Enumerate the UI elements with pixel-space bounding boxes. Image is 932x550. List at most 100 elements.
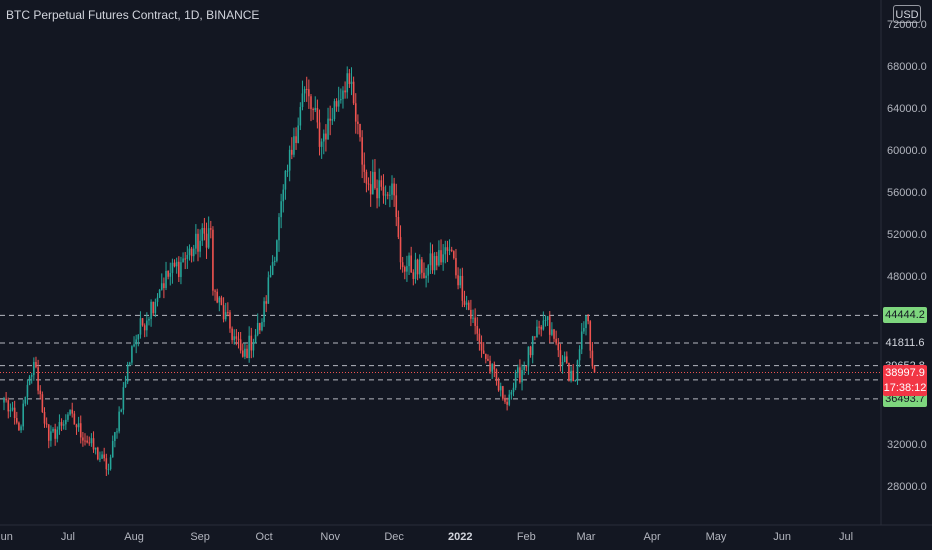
candle-body [37, 367, 39, 391]
candle-body [570, 370, 572, 381]
x-tick-label: Oct [255, 531, 273, 543]
candle-body [227, 312, 229, 314]
chart-title: BTC Perpetual Futures Contract, 1D, BINA… [6, 8, 260, 22]
candle [5, 392, 7, 403]
candle [591, 342, 594, 369]
candle-body [455, 258, 457, 276]
candle [372, 159, 374, 195]
candle [111, 435, 114, 458]
candle-body [222, 305, 225, 320]
candle-body [325, 133, 327, 140]
candle-body [534, 336, 536, 338]
candle [406, 255, 408, 282]
candle-body [69, 409, 71, 415]
candle [212, 226, 214, 296]
candle [380, 175, 383, 191]
candle-body [24, 397, 27, 404]
candle-body [269, 274, 272, 278]
candle [589, 320, 592, 359]
candle-body [480, 342, 483, 351]
candle-body [212, 229, 214, 291]
currency-badge[interactable]: USD [893, 5, 921, 23]
candle-body [188, 248, 191, 255]
candle [337, 86, 340, 112]
candle-body [397, 216, 400, 238]
candle [429, 242, 432, 275]
candle-body [18, 422, 20, 431]
candle-body [342, 90, 344, 100]
candle [126, 361, 129, 385]
candle [506, 397, 508, 411]
candle-body [369, 184, 372, 195]
candle [354, 93, 357, 134]
candle-body [578, 349, 581, 361]
candle-body [160, 283, 163, 290]
candle [88, 436, 91, 446]
candle [350, 67, 353, 96]
candle-body [22, 403, 24, 427]
candle-body [28, 376, 31, 385]
candle [105, 453, 108, 477]
candle [578, 345, 581, 368]
candle-body [103, 454, 105, 459]
candle-body [291, 149, 293, 155]
candle-body [485, 353, 487, 359]
candle-body [295, 136, 297, 143]
candle-body [476, 325, 479, 334]
candle [77, 416, 80, 432]
candle [124, 375, 127, 388]
candle-body [316, 108, 319, 123]
candle [18, 421, 20, 431]
candle [282, 184, 285, 213]
candle-body [497, 380, 500, 391]
candle [480, 335, 483, 358]
candle [171, 258, 174, 284]
candle-body [45, 423, 48, 425]
candle [54, 423, 56, 446]
candle [201, 223, 204, 246]
candle [395, 183, 398, 227]
candle [30, 372, 33, 384]
candle [235, 329, 238, 346]
candle-body [346, 73, 349, 93]
candle-body [99, 458, 101, 460]
candle-body [303, 89, 306, 94]
candle-body [114, 432, 116, 441]
x-tick-label: Feb [516, 531, 536, 543]
candle [267, 271, 270, 304]
candle [425, 267, 427, 288]
candle-body [568, 362, 570, 381]
candle-body [267, 277, 270, 304]
candle-body [43, 411, 46, 424]
candle [156, 293, 159, 307]
candle-body [365, 171, 368, 184]
candle [214, 289, 216, 301]
candle-body [576, 360, 579, 380]
candle [50, 425, 52, 447]
candle [141, 318, 144, 327]
candle-body [126, 364, 129, 382]
candle [207, 216, 210, 250]
candle-body [224, 312, 227, 320]
candle [342, 86, 344, 109]
candle [346, 66, 349, 99]
candle-body [77, 423, 80, 428]
candle-body [359, 123, 361, 138]
candle [502, 385, 504, 401]
candle-body [11, 407, 14, 410]
candle [329, 105, 331, 136]
candle-body [186, 254, 189, 259]
candle-body [73, 413, 76, 425]
candle-body [271, 261, 274, 275]
candle-body [195, 233, 197, 249]
candle-body [354, 103, 357, 122]
candle-body [453, 251, 455, 259]
candle-body [246, 348, 248, 359]
candle-body [312, 109, 314, 111]
candle-body [278, 217, 280, 241]
candle [310, 94, 312, 122]
candle [24, 396, 27, 407]
candle-body [67, 414, 69, 420]
candle-body [514, 372, 517, 388]
